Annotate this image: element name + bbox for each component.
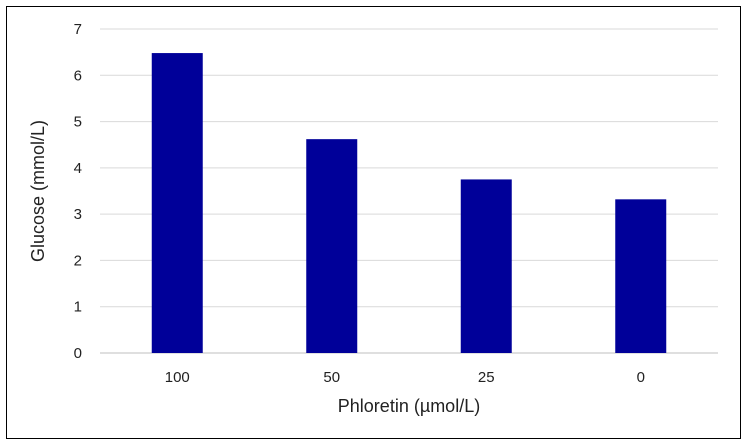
bar-100 — [151, 53, 203, 353]
x-tick-label: 100 — [165, 369, 190, 386]
y-tick-label: 5 — [74, 114, 82, 131]
x-axis-title: Phloretin (µmol/L) — [338, 396, 480, 416]
x-tick-label: 25 — [478, 369, 495, 386]
bar-0 — [615, 199, 667, 353]
y-axis-ticks: 0 1 2 3 4 5 6 7 — [74, 21, 82, 362]
y-tick-label: 2 — [74, 252, 82, 269]
x-tick-label: 50 — [323, 369, 340, 386]
y-tick-label: 4 — [74, 160, 82, 177]
bar-50 — [306, 139, 358, 353]
bar-25 — [460, 179, 512, 353]
gridlines — [100, 28, 718, 354]
y-tick-label: 7 — [74, 21, 82, 38]
x-tick-label: 0 — [637, 369, 645, 386]
y-tick-label: 1 — [74, 299, 82, 316]
x-axis-ticks: 100 50 25 0 — [165, 369, 645, 386]
y-axis-title: Glucose (mmol/L) — [28, 120, 48, 262]
y-tick-label: 6 — [74, 67, 82, 84]
y-tick-label: 0 — [74, 345, 82, 362]
y-tick-label: 3 — [74, 206, 82, 223]
bars — [151, 53, 667, 353]
